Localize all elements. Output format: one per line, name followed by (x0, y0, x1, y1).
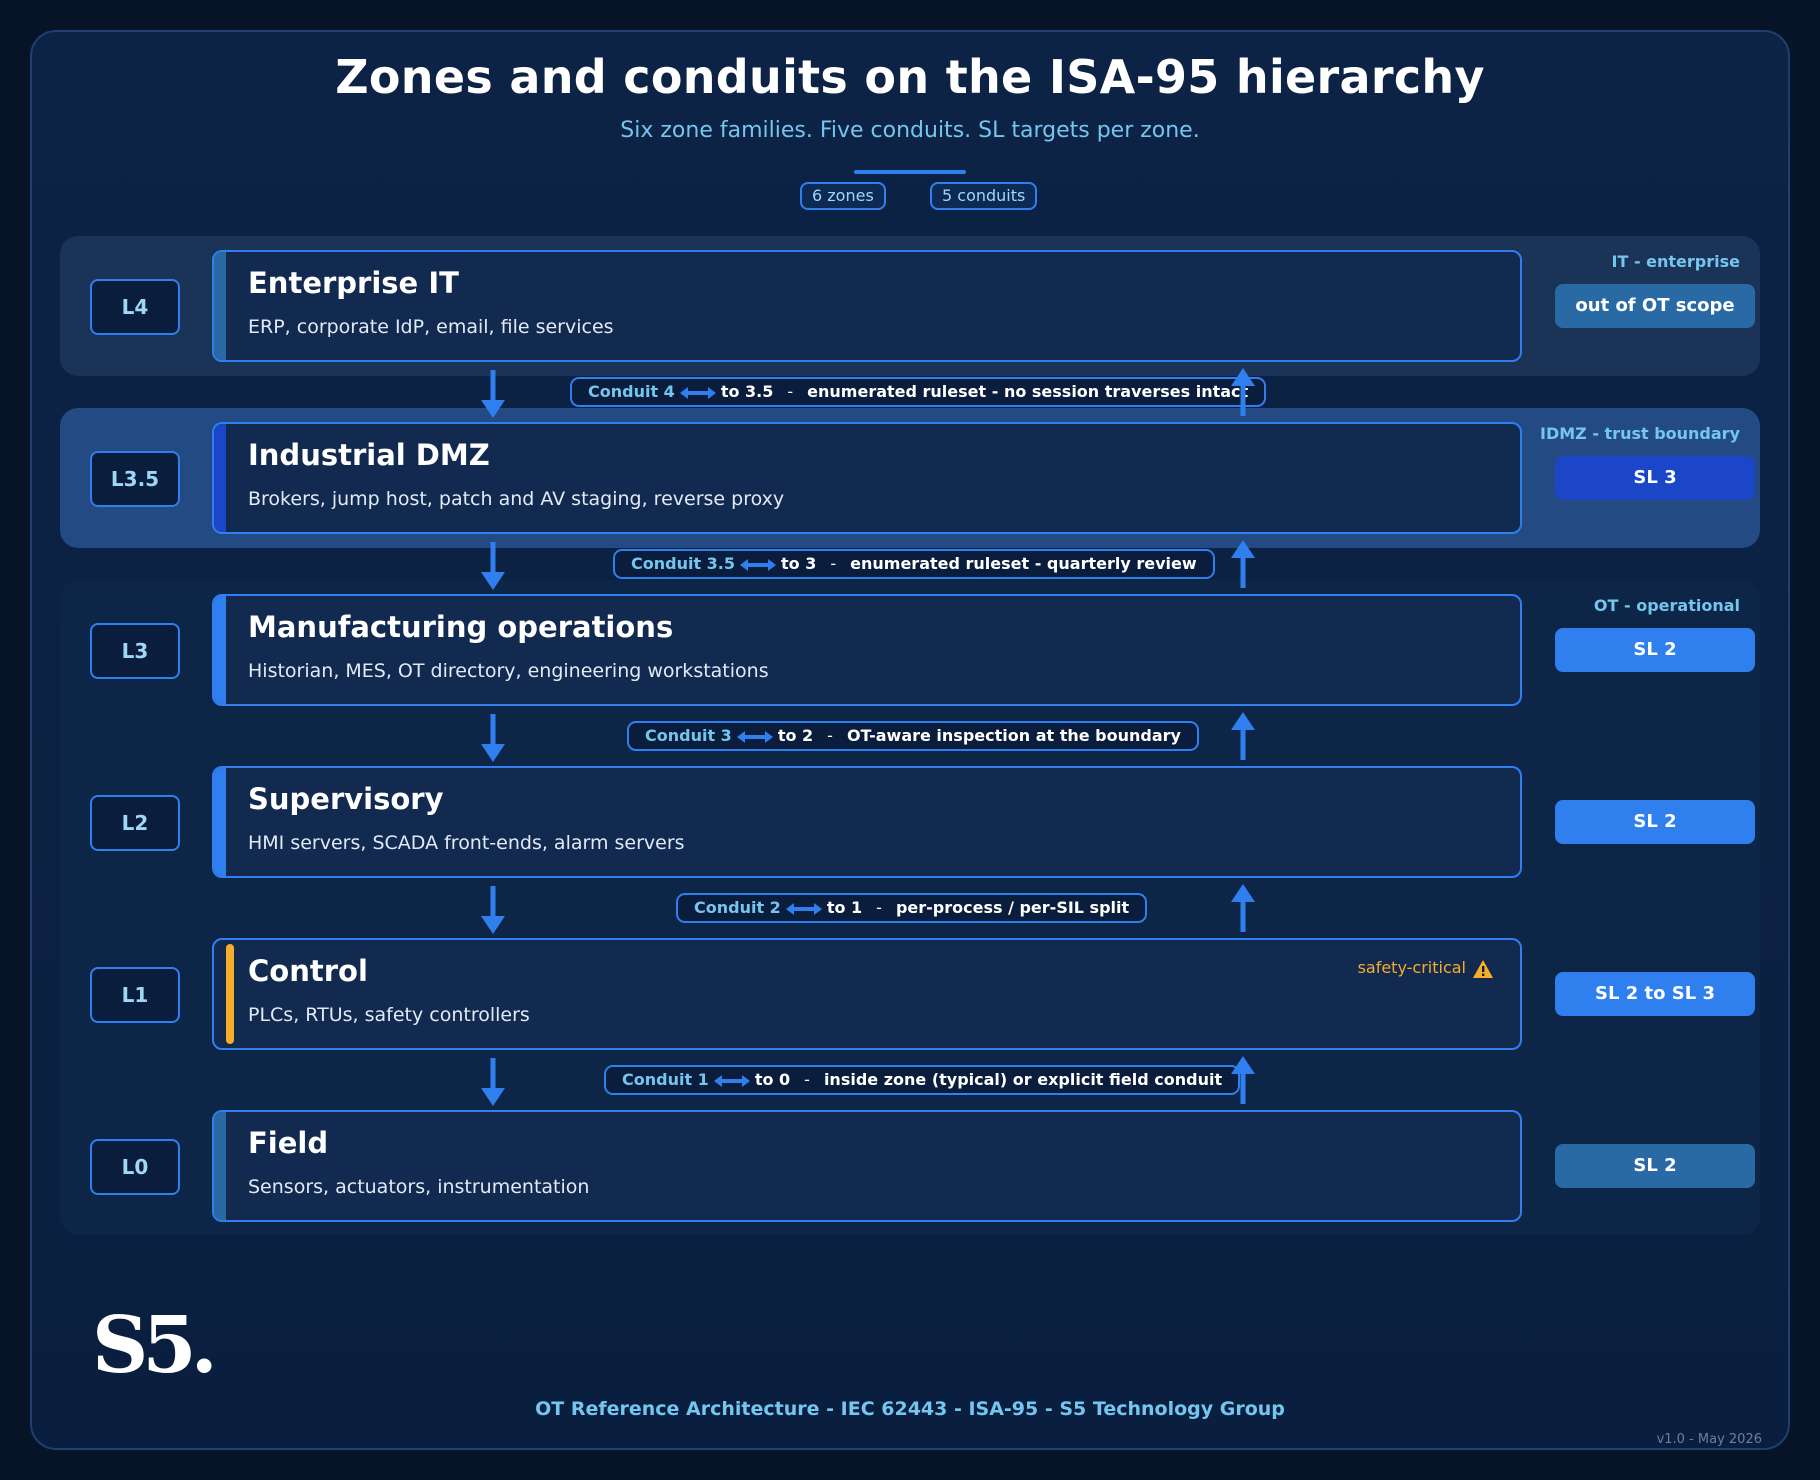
up-arrow-icon (1231, 1056, 1255, 1104)
bidirectional-arrow-icon (736, 730, 773, 743)
zone-accent-bar (214, 768, 226, 876)
zone-field[interactable]: Field Sensors, actuators, instrumentatio… (212, 1110, 1522, 1222)
conduit-4-pill[interactable]: Conduit 4 to 3.5- enumerated ruleset - no … (570, 377, 1267, 407)
it-band-label: IT - enterprise (1611, 252, 1740, 271)
level-badge-l4: L4 (90, 279, 180, 335)
footer-text: OT Reference Architecture - IEC 62443 - … (535, 1398, 1285, 1420)
sl-badge-l3-5: SL 3 (1555, 456, 1755, 500)
level-badge-l2: L2 (90, 795, 180, 851)
down-arrow-icon (481, 1058, 505, 1106)
sl-badge-l3: SL 2 (1555, 628, 1755, 672)
zone-accent-bar (214, 252, 226, 360)
zone-manufacturing-operations[interactable]: Manufacturing operations Historian, MES,… (212, 594, 1522, 706)
sl-badge-l2: SL 2 (1555, 800, 1755, 844)
up-arrow-icon (1231, 540, 1255, 588)
bidirectional-arrow-icon (713, 1074, 750, 1087)
down-arrow-icon (481, 370, 505, 418)
zone-enterprise-it[interactable]: Enterprise IT ERP, corporate IdP, email,… (212, 250, 1522, 362)
sl-badge-l1: SL 2 to SL 3 (1555, 972, 1755, 1016)
up-arrow-icon (1231, 712, 1255, 760)
zone-description: Brokers, jump host, patch and AV staging… (248, 488, 785, 510)
zone-supervisory[interactable]: Supervisory HMI servers, SCADA front-end… (212, 766, 1522, 878)
zone-description: Sensors, actuators, instrumentation (248, 1176, 590, 1198)
conduit-1-pill[interactable]: Conduit 1 to 0- inside zone (typical) or e… (604, 1065, 1241, 1095)
zone-description: HMI servers, SCADA front-ends, alarm ser… (248, 832, 685, 854)
title-accent-line (854, 170, 966, 174)
up-arrow-icon (1231, 884, 1255, 932)
down-arrow-icon (481, 886, 505, 934)
level-badge-l3: L3 (90, 623, 180, 679)
zone-name: Control (248, 954, 368, 988)
zone-description: PLCs, RTUs, safety controllers (248, 1004, 530, 1026)
version-label: v1.0 - May 2026 (1656, 1432, 1762, 1447)
down-arrow-icon (481, 542, 505, 590)
level-badge-l0: L0 (90, 1139, 180, 1195)
sl-badge-l0: SL 2 (1555, 1144, 1755, 1188)
sl-badge-l4: out of OT scope (1555, 284, 1755, 328)
conduits-count-badge: 5 conduits (930, 182, 1038, 210)
zone-name: Field (248, 1126, 329, 1160)
zone-name: Enterprise IT (248, 266, 459, 300)
level-badge-l3-5: L3.5 (90, 451, 180, 507)
zone-name: Manufacturing operations (248, 610, 674, 644)
ot-band-label: OT - operational (1593, 596, 1740, 615)
conduit-3-5-pill[interactable]: Conduit 3.5 to 3- enumerated ruleset - qua… (613, 549, 1215, 579)
zone-industrial-dmz[interactable]: Industrial DMZ Brokers, jump host, patch… (212, 422, 1522, 534)
conduit-3-pill[interactable]: Conduit 3 to 2- OT-aware inspection at the… (627, 721, 1199, 751)
zone-name: Industrial DMZ (248, 438, 490, 472)
level-badge-l1: L1 (90, 967, 180, 1023)
safety-critical-flag: safety-critical (1358, 958, 1494, 979)
page-subtitle: Six zone families. Five conduits. SL tar… (620, 118, 1200, 143)
page-title: Zones and conduits on the ISA-95 hierarc… (335, 50, 1485, 104)
bidirectional-arrow-icon (679, 386, 716, 399)
zone-description: Historian, MES, OT directory, engineerin… (248, 660, 769, 682)
warning-icon (1473, 959, 1493, 978)
conduit-2-pill[interactable]: Conduit 2 to 1- per-process / per-SIL spli… (676, 893, 1148, 923)
zone-accent-bar (214, 1112, 226, 1220)
zone-control[interactable]: Control PLCs, RTUs, safety controllers s… (212, 938, 1522, 1050)
zone-description: ERP, corporate IdP, email, file services (248, 316, 614, 338)
zone-accent-bar (226, 944, 234, 1044)
up-arrow-icon (1231, 368, 1255, 416)
idmz-band-label: IDMZ - trust boundary (1539, 424, 1740, 443)
zone-accent-bar (214, 424, 226, 532)
zones-count-badge: 6 zones (800, 182, 886, 210)
zone-accent-bar (214, 596, 226, 704)
bidirectional-arrow-icon (740, 558, 777, 571)
down-arrow-icon (481, 714, 505, 762)
s5-logo: S5. (92, 1300, 218, 1391)
bidirectional-arrow-icon (785, 902, 822, 915)
zone-name: Supervisory (248, 782, 444, 816)
